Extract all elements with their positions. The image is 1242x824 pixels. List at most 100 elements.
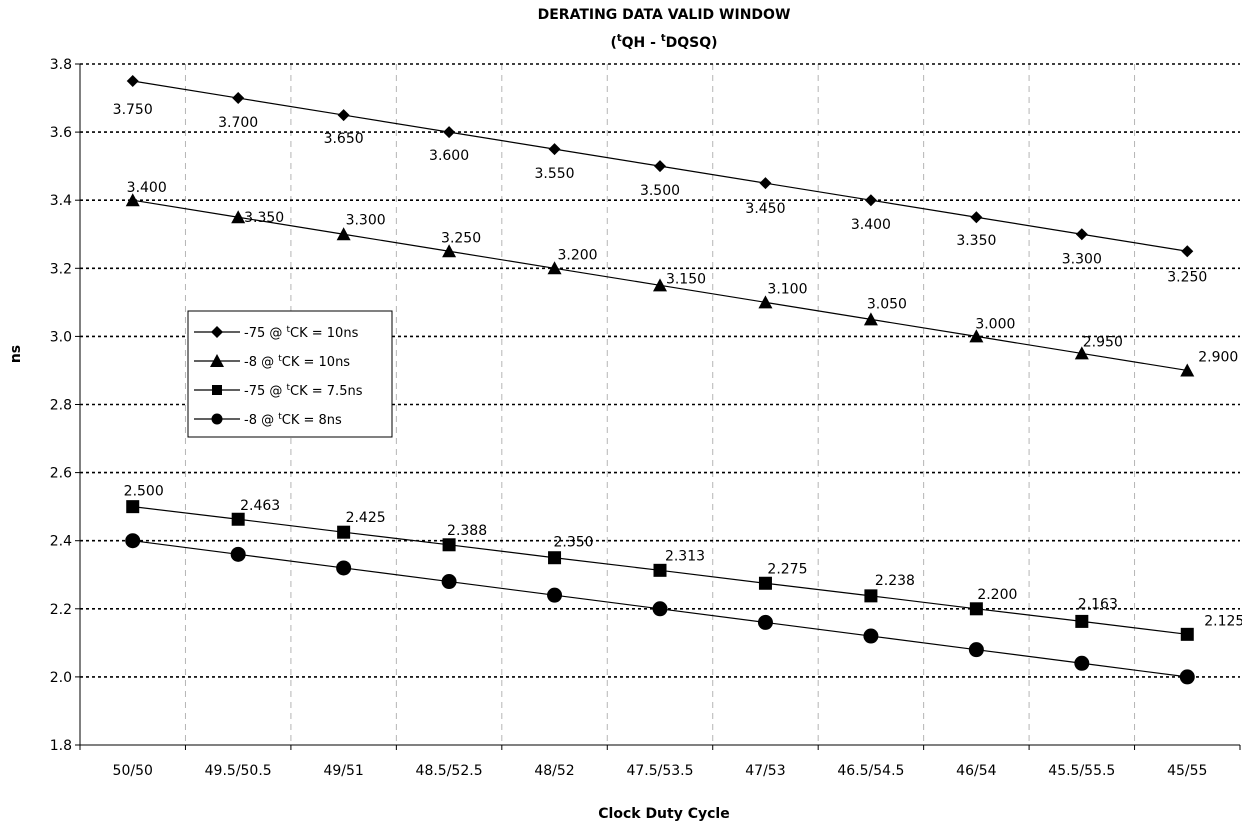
data-point-circle (336, 560, 352, 576)
data-label: 2.388 (447, 523, 487, 539)
data-label: 3.300 (346, 212, 386, 228)
data-point-circle (863, 628, 879, 644)
data-point-diamond (1075, 228, 1088, 241)
data-point-square (969, 602, 983, 616)
x-tick-label: 46/54 (956, 763, 996, 779)
data-label: 3.150 (666, 271, 706, 287)
data-label: 2.500 (124, 484, 164, 500)
data-label: 3.400 (127, 180, 167, 196)
legend-item: -75 @ tCK = 10ns (194, 325, 359, 341)
data-label: 2.275 (767, 561, 807, 577)
data-point-circle (125, 533, 141, 549)
x-axis-title: Clock Duty Cycle (598, 806, 729, 822)
data-label: 2.950 (1083, 334, 1123, 350)
legend-marker-diamond (211, 326, 223, 338)
data-point-diamond (654, 160, 666, 173)
series-circle (125, 533, 1195, 685)
data-label: 3.000 (975, 316, 1015, 332)
data-label: 3.350 (244, 210, 284, 226)
data-point-diamond (759, 177, 772, 190)
data-point-square (653, 563, 667, 577)
data-label: 3.700 (218, 115, 258, 131)
data-point-square (864, 589, 878, 603)
data-label: 3.250 (1167, 269, 1207, 285)
data-label: 3.250 (441, 230, 481, 246)
data-point-triangle (653, 278, 667, 292)
data-point-diamond (970, 211, 983, 224)
data-label: 3.350 (956, 233, 996, 249)
y-tick-label: 3.4 (50, 193, 72, 209)
data-point-circle (968, 642, 984, 658)
y-tick-label: 2.8 (50, 398, 72, 414)
data-label: 2.350 (553, 535, 593, 551)
subtitle-part-1: QH - (622, 35, 661, 51)
legend-marker-triangle (210, 354, 224, 367)
data-label: 3.100 (767, 281, 807, 297)
data-label: 2.125 (1204, 613, 1242, 629)
data-label: 2.900 (1198, 349, 1238, 365)
data-point-diamond (232, 92, 245, 105)
data-label: 3.400 (851, 217, 891, 233)
legend-label: -8 @ tCK = 8ns (244, 412, 342, 428)
data-point-triangle (863, 312, 878, 326)
series-triangle (125, 193, 1195, 377)
x-tick-label: 48.5/52.5 (416, 763, 483, 779)
legend-item: -8 @ tCK = 10ns (194, 354, 350, 370)
axes-layer: 1.8 2.0 2.2 2.4 2.6 2.8 3.0 3.2 3.4 3.6 3.8 50/50 49… (50, 57, 1241, 779)
series-layer (125, 75, 1195, 685)
data-label: 3.300 (1062, 251, 1102, 267)
data-point-circle (1074, 655, 1090, 671)
legend: -75 @ tCK = 10ns -8 @ tCK = 10ns -75 @ tCK… (187, 310, 393, 438)
y-tick-label: 2.2 (50, 602, 72, 618)
data-point-triangle (231, 210, 246, 224)
data-point-triangle (1074, 346, 1089, 360)
y-tick-label: 3.2 (50, 261, 72, 277)
data-label: 3.500 (640, 183, 680, 199)
grid-layer (80, 63, 1240, 745)
data-point-circle (1179, 669, 1195, 685)
chart-subtitle: (tQH - tDQSQ) (610, 33, 717, 51)
data-point-diamond (864, 194, 877, 207)
data-label: 3.600 (429, 148, 469, 164)
subtitle-sup-1: t (617, 33, 622, 44)
data-point-circle (230, 546, 246, 562)
data-label: 2.163 (1078, 596, 1118, 612)
data-point-diamond (126, 75, 139, 88)
x-tick-label: 45/55 (1167, 763, 1207, 779)
data-point-circle (652, 601, 668, 617)
data-labels-layer: 3.750 3.700 3.650 3.600 3.550 3.500 3.450 3.400… (113, 102, 1242, 629)
data-point-square (231, 512, 245, 526)
y-axis-title: ns (8, 345, 24, 363)
chart-title: DERATING DATA VALID WINDOW (538, 7, 791, 23)
data-label: 3.200 (557, 247, 597, 263)
data-point-square (126, 500, 140, 514)
data-label: 3.750 (113, 102, 153, 118)
y-tick-label: 2.0 (50, 670, 72, 686)
x-tick-label: 45.5/55.5 (1048, 763, 1115, 779)
data-point-diamond (443, 126, 456, 139)
x-tick-label: 47/53 (745, 763, 785, 779)
data-label: 2.238 (875, 573, 915, 589)
data-point-square (1180, 627, 1194, 641)
subtitle-open: ( (610, 35, 616, 51)
data-label: 2.463 (240, 498, 280, 514)
data-point-triangle (442, 244, 457, 258)
legend-label: -75 @ tCK = 10ns (244, 325, 359, 341)
legend-label: -8 @ tCK = 10ns (244, 354, 350, 370)
data-point-triangle (336, 227, 351, 241)
legend-item: -75 @ tCK = 7.5ns (194, 383, 363, 399)
data-point-square (758, 576, 772, 590)
x-tick-label: 47.5/53.5 (626, 763, 693, 779)
data-point-circle (547, 587, 563, 603)
subtitle-sup-2: t (661, 33, 666, 44)
data-label: 2.425 (346, 510, 386, 526)
y-tick-label: 3.8 (50, 57, 72, 73)
x-tick-label: 50/50 (113, 763, 153, 779)
subtitle-part-2: DQSQ) (666, 35, 718, 51)
data-point-diamond (1181, 245, 1194, 258)
x-tick-label: 49/51 (323, 763, 363, 779)
data-point-square (548, 551, 562, 565)
legend-marker-square (212, 385, 222, 395)
y-tick-label: 2.6 (50, 466, 72, 482)
